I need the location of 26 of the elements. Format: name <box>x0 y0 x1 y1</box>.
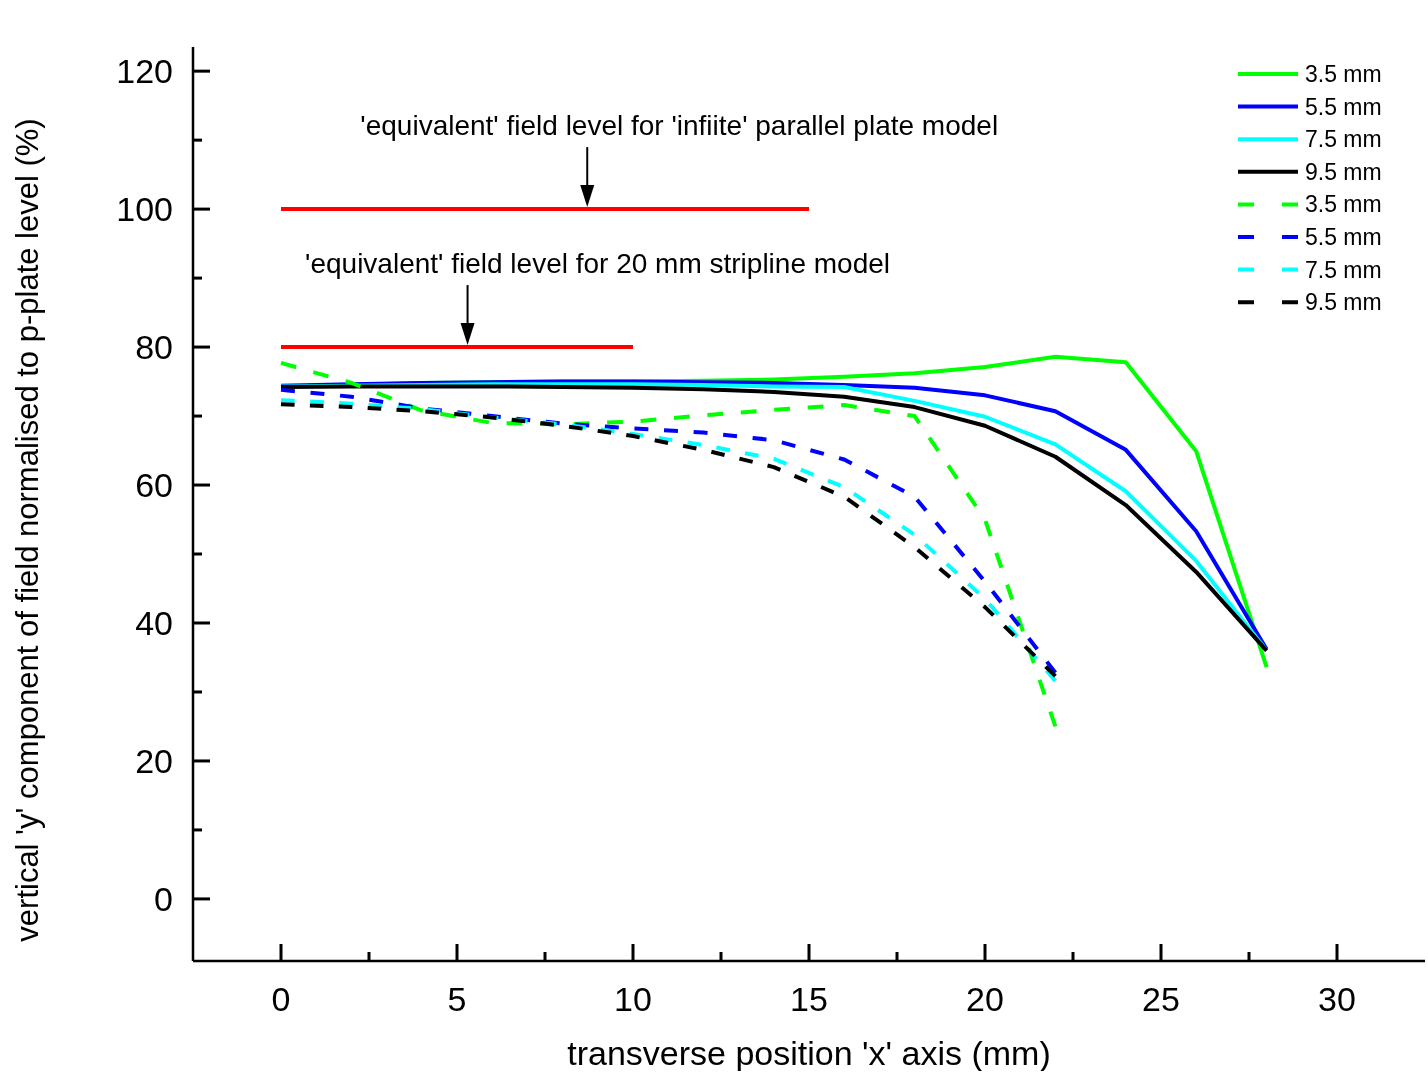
x-tick-label: 30 <box>1318 980 1356 1018</box>
x-tick-label: 20 <box>966 980 1004 1018</box>
x-tick-label: 0 <box>271 980 291 1018</box>
y-axis-title: vertical 'y' component of field normalised to p-plate level (%) <box>10 118 45 942</box>
legend-label: 9.5 mm <box>1305 289 1382 316</box>
legend-label: 7.5 mm <box>1305 126 1382 153</box>
y-tick-label: 120 <box>116 52 173 91</box>
annotation: 'equivalent' field level for 'infiite' parallel plate model <box>360 110 999 142</box>
x-tick-label: 5 <box>447 980 467 1018</box>
legend-label: 3.5 mm <box>1305 191 1382 218</box>
y-tick-label: 20 <box>135 741 173 780</box>
y-tick-label: 0 <box>154 879 173 918</box>
annotation: 'equivalent' field level for 20 mm stripline model <box>305 248 891 280</box>
y-tick-label: 100 <box>116 190 173 229</box>
legend-label: 5.5 mm <box>1305 93 1382 120</box>
legend-label: 9.5 mm <box>1305 158 1382 185</box>
x-tick-label: 25 <box>1142 980 1180 1018</box>
legend-label: 3.5 mm <box>1305 61 1382 87</box>
legend-label: 5.5 mm <box>1305 224 1382 250</box>
y-tick-label: 80 <box>135 328 173 367</box>
x-tick-label: 10 <box>614 980 652 1018</box>
x-tick-label: 15 <box>790 980 828 1018</box>
legend-label: 7.5 mm <box>1305 256 1382 283</box>
y-tick-label: 60 <box>135 466 173 505</box>
line-series <box>279 360 1058 729</box>
y-tick-label: 40 <box>135 603 173 642</box>
